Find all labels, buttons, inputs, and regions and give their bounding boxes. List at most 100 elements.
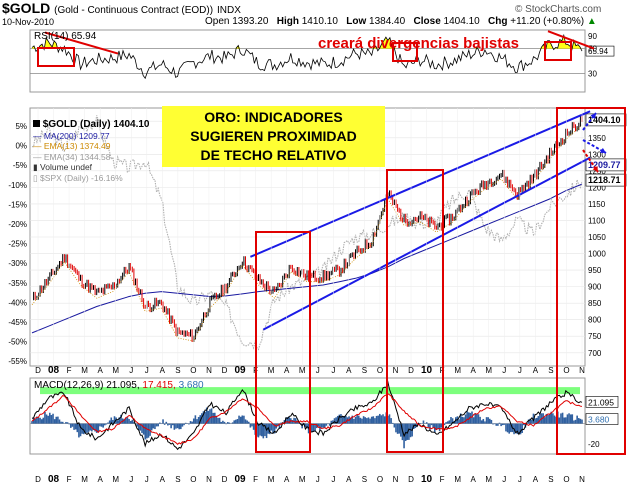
price-left-tick-12: -55% [8, 357, 27, 366]
month-label-bottom-5: M [112, 475, 119, 484]
legend-spx: ▯ $SPX (Daily) -16.16% [33, 172, 123, 183]
rsi-divergence-line-1 [44, 31, 119, 55]
ma200-line [31, 183, 583, 334]
arrow-down-icon-head [592, 166, 598, 172]
month-label-top-13: 09 [234, 365, 246, 376]
price-right-tick-750: 750 [588, 332, 602, 341]
low-value: 1384.40 [369, 16, 406, 27]
price-left-tick-6: -25% [8, 240, 27, 249]
price-right-tick-800: 800 [588, 316, 602, 325]
macd-tick--20: -20 [588, 440, 600, 449]
overlay-layer [37, 41, 626, 455]
month-label-bottom-24: D [408, 475, 414, 484]
ma200-last-label: 1209.77 [588, 160, 621, 170]
month-label-top-29: M [485, 366, 492, 375]
price-left-tick-8: -35% [8, 279, 27, 288]
macd-line [31, 380, 583, 451]
watermark: © StockCharts.com [515, 4, 602, 15]
price-right-tick-950: 950 [588, 266, 602, 275]
rsi-line [31, 33, 583, 80]
rsi-peak-box-3 [544, 41, 572, 61]
rsi-panel-frame [29, 29, 586, 93]
month-label-top-2: F [67, 366, 72, 375]
month-label-bottom-34: O [563, 475, 569, 484]
description: (Gold - Continuous Contract (EOD)) [54, 5, 214, 16]
month-label-bottom-2: F [67, 475, 72, 484]
month-label-bottom-10: O [190, 475, 196, 484]
gold-up-bars [33, 115, 581, 342]
exchange: INDX [216, 5, 241, 16]
month-label-bottom-23: N [393, 475, 399, 484]
month-label-bottom-29: M [485, 475, 492, 484]
month-label-bottom-32: A [533, 475, 539, 484]
date-label: 10-Nov-2010 [2, 17, 55, 27]
month-label-bottom-13: 09 [234, 474, 246, 485]
month-label-bottom-1: 08 [48, 474, 60, 485]
rsi-last-value: 65.94 [588, 47, 609, 56]
month-label-top-22: O [377, 366, 383, 375]
high-label: High [276, 16, 299, 27]
rsi-divergence-line-2 [547, 30, 595, 50]
month-label-top-20: A [346, 366, 352, 375]
month-label-top-32: A [533, 366, 539, 375]
month-label-top-27: M [454, 366, 461, 375]
month-label-bottom-0: D [35, 475, 41, 484]
open-label: Open [205, 16, 230, 27]
legend-volume: ▮ Volume undef [33, 162, 93, 172]
month-label-bottom-14: F [253, 475, 258, 484]
price-left-tick-3: -10% [8, 181, 27, 190]
up-arrow-icon: ▲ [586, 16, 597, 27]
symbol: $GOLD [2, 0, 51, 16]
legend-ema13: — EMA(13) 1374.49 [33, 141, 111, 151]
month-label-top-5: M [112, 366, 119, 375]
macd-legend: MACD(12,26,9) 21.095, 17.415, 3.680 [34, 380, 204, 391]
rsi-peak-box-2 [392, 42, 418, 62]
month-label-top-34: O [563, 366, 569, 375]
price-left-tick-2: -5% [13, 161, 27, 170]
macd-legend-signal: 17.415, [142, 380, 176, 391]
month-label-bottom-25: 10 [421, 474, 433, 485]
rsi-legend: RSI(14) 65.94 [34, 31, 97, 42]
spx-line [31, 115, 583, 351]
price-last-label: 1404.10 [588, 115, 621, 125]
annotation-line-1: ORO: INDICADORES [204, 109, 343, 125]
price-right-tick-1150: 1150 [588, 200, 606, 209]
price-left-tick-0: 5% [15, 122, 27, 131]
month-label-bottom-20: A [346, 475, 352, 484]
close-value: 1404.10 [443, 16, 480, 27]
price-left-tick-4: -15% [8, 200, 27, 209]
month-label-top-12: D [222, 366, 228, 375]
month-label-bottom-22: O [377, 475, 383, 484]
macd-value-1: 3.680 [588, 415, 610, 425]
legend-gold-text: $GOLD (Daily) 1404.10 [42, 119, 150, 130]
legend-ema34: — EMA(34) 1344.58 [33, 151, 111, 162]
ohlc-row: Open 1393.20 High 1410.10 Low 1384.40 Cl… [205, 16, 597, 27]
gold-legend-swatch [33, 120, 40, 127]
close-label: Close [413, 16, 441, 27]
price-left-tick-5: -20% [8, 220, 27, 229]
month-label-bottom-26: F [440, 475, 445, 484]
price-left-tick-9: -40% [8, 298, 27, 307]
chg-label: Chg [488, 16, 508, 27]
month-label-bottom-8: A [160, 475, 166, 484]
month-label-bottom-33: S [548, 475, 553, 484]
month-label-top-0: D [35, 366, 41, 375]
price-right-tick-1100: 1100 [588, 216, 606, 225]
month-label-top-9: S [175, 366, 180, 375]
price-right-tick-900: 900 [588, 283, 602, 292]
month-label-bottom-21: S [362, 475, 367, 484]
rsi-tick-90: 90 [588, 32, 597, 41]
month-label-top-33: S [548, 366, 553, 375]
high-value: 1410.10 [301, 16, 338, 27]
rsi-peak-box-1 [37, 47, 75, 67]
month-label-top-1: 08 [48, 365, 60, 376]
annotation-line-3: DE TECHO RELATIVO [200, 147, 347, 163]
arrow-up-icon-head [590, 113, 596, 119]
price-right-tick-1300: 1300 [588, 150, 606, 159]
month-label-top-23: N [393, 366, 399, 375]
month-label-bottom-4: A [97, 475, 103, 484]
month-label-bottom-3: M [81, 475, 88, 484]
open-value: 1393.20 [232, 16, 269, 27]
month-label-bottom-28: A [471, 475, 477, 484]
